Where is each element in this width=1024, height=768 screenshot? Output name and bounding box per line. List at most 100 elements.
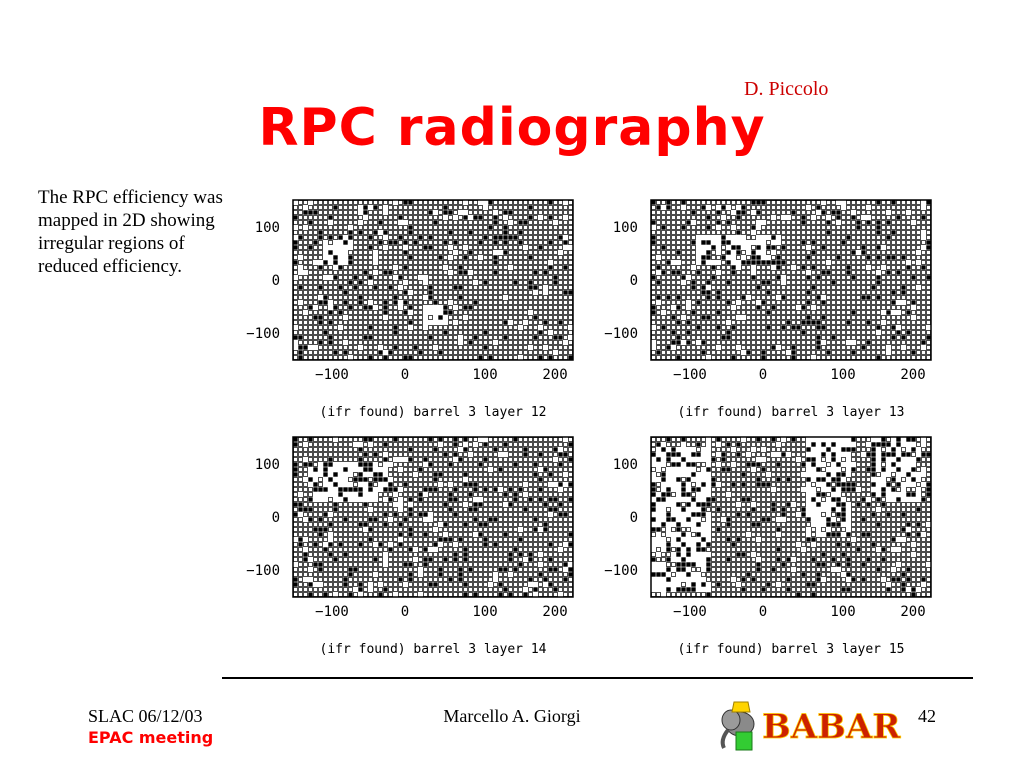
efficiency-cell (458, 487, 463, 492)
efficiency-cell (508, 355, 513, 360)
efficiency-cell (413, 275, 418, 280)
efficiency-cell (656, 235, 661, 240)
efficiency-cell (308, 527, 313, 532)
efficiency-cell (553, 477, 558, 482)
efficiency-cell (483, 310, 488, 315)
efficiency-cell (721, 340, 726, 345)
efficiency-cell (358, 340, 363, 345)
efficiency-cell (691, 275, 696, 280)
efficiency-cell (661, 355, 666, 360)
efficiency-cell (428, 527, 433, 532)
efficiency-cell (453, 477, 458, 482)
efficiency-cell (533, 305, 538, 310)
efficiency-cell (438, 452, 443, 457)
efficiency-cell (513, 537, 518, 542)
efficiency-cell (661, 340, 666, 345)
efficiency-cell (323, 477, 328, 482)
efficiency-cell (408, 305, 413, 310)
efficiency-cell (513, 280, 518, 285)
efficiency-cell (906, 245, 911, 250)
efficiency-cell (766, 330, 771, 335)
efficiency-cell (533, 522, 538, 527)
efficiency-cell (378, 210, 383, 215)
efficiency-cell (538, 325, 543, 330)
efficiency-cell (563, 295, 568, 300)
efficiency-cell (298, 335, 303, 340)
efficiency-cell (741, 245, 746, 250)
efficiency-cell (503, 457, 508, 462)
efficiency-cell (538, 225, 543, 230)
efficiency-cell (478, 215, 483, 220)
efficiency-cell (518, 250, 523, 255)
efficiency-cell (826, 245, 831, 250)
efficiency-cell (503, 260, 508, 265)
efficiency-cell (796, 310, 801, 315)
efficiency-cell (553, 280, 558, 285)
efficiency-cell (298, 275, 303, 280)
efficiency-cell (468, 235, 473, 240)
efficiency-cell (448, 522, 453, 527)
efficiency-cell (493, 552, 498, 557)
efficiency-cell (488, 285, 493, 290)
efficiency-cell (303, 315, 308, 320)
efficiency-cell (513, 220, 518, 225)
efficiency-cell (563, 235, 568, 240)
efficiency-cell (563, 265, 568, 270)
efficiency-cell (463, 340, 468, 345)
efficiency-cell (781, 320, 786, 325)
efficiency-cell (328, 335, 333, 340)
efficiency-cell (338, 462, 343, 467)
efficiency-cell (786, 320, 791, 325)
efficiency-cell (871, 270, 876, 275)
efficiency-cell (881, 315, 886, 320)
efficiency-cell (328, 452, 333, 457)
efficiency-cell (408, 295, 413, 300)
efficiency-cell (483, 482, 488, 487)
efficiency-cell (846, 320, 851, 325)
efficiency-cell (303, 260, 308, 265)
efficiency-cell (568, 345, 573, 350)
efficiency-cell (373, 517, 378, 522)
efficiency-cell (816, 265, 821, 270)
efficiency-cell (538, 355, 543, 360)
efficiency-cell (771, 275, 776, 280)
efficiency-cell (916, 235, 921, 240)
efficiency-cell (433, 315, 438, 320)
efficiency-cell (671, 300, 676, 305)
efficiency-cell (568, 270, 573, 275)
efficiency-cell (298, 245, 303, 250)
efficiency-cell (308, 512, 313, 517)
efficiency-cell (741, 230, 746, 235)
efficiency-cell (483, 547, 488, 552)
efficiency-cell (443, 482, 448, 487)
efficiency-cell (761, 310, 766, 315)
efficiency-cell (313, 315, 318, 320)
efficiency-cell (323, 245, 328, 250)
efficiency-cell (836, 225, 841, 230)
efficiency-cell (806, 220, 811, 225)
efficiency-cell (448, 345, 453, 350)
efficiency-cell (493, 245, 498, 250)
efficiency-cell (886, 345, 891, 350)
efficiency-cell (333, 340, 338, 345)
efficiency-cell (403, 230, 408, 235)
efficiency-cell (368, 447, 373, 452)
efficiency-cell (801, 285, 806, 290)
efficiency-cell (438, 305, 443, 310)
efficiency-cell (548, 265, 553, 270)
efficiency-cell (761, 335, 766, 340)
efficiency-cell (343, 547, 348, 552)
efficiency-cell (478, 487, 483, 492)
efficiency-cell (891, 350, 896, 355)
efficiency-cell (448, 477, 453, 482)
efficiency-cell (498, 265, 503, 270)
efficiency-cell (563, 250, 568, 255)
efficiency-cell (533, 215, 538, 220)
efficiency-cell (856, 210, 861, 215)
efficiency-cell (553, 230, 558, 235)
efficiency-cell (686, 200, 691, 205)
efficiency-cell (856, 240, 861, 245)
efficiency-cell (328, 507, 333, 512)
efficiency-cell (906, 280, 911, 285)
efficiency-cell (363, 477, 368, 482)
